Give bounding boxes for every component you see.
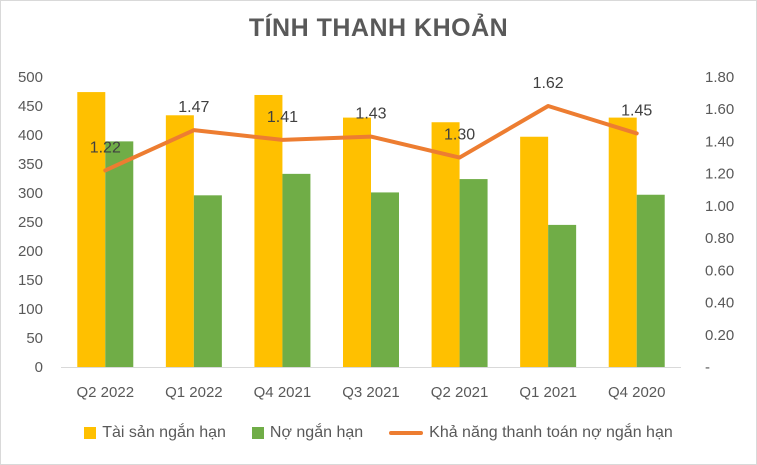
bar-liabilities <box>371 192 399 367</box>
legend-swatch-ratio <box>389 431 424 435</box>
y-left-tick-label: 350 <box>18 156 43 173</box>
y-right-tick-label: 1.20 <box>705 166 734 183</box>
bar-liabilities <box>193 195 222 367</box>
legend: Tài sản ngắn hạn Nợ ngắn hạn Khả năng th… <box>0 424 757 442</box>
x-tick-label: Q2 2022 <box>77 384 135 401</box>
legend-swatch-assets <box>84 427 97 439</box>
data-label-ratio: 1.62 <box>533 75 564 92</box>
y-left-tick-label: 250 <box>18 214 43 231</box>
y-left-tick-label: 500 <box>18 69 43 86</box>
legend-item-assets: Tài sản ngắn hạn <box>84 424 226 442</box>
x-tick-label: Q1 2022 <box>165 384 223 401</box>
legend-item-liabilities: Nợ ngắn hạn <box>251 424 364 442</box>
legend-swatch-liabilities <box>251 427 264 439</box>
y-left-tick-label: 450 <box>18 98 43 115</box>
bar-assets <box>520 136 549 367</box>
y-left-tick-label: 150 <box>18 272 43 289</box>
legend-label-liabilities: Nợ ngắn hạn <box>269 424 364 441</box>
series-line-ratio <box>103 104 639 173</box>
y-right-tick-label: 0.60 <box>705 262 734 279</box>
x-tick-label: Q3 2021 <box>342 384 400 401</box>
data-label-ratio: 1.43 <box>355 106 386 123</box>
y-left-tick-label: 0 <box>35 359 43 376</box>
bar-liabilities <box>459 179 488 367</box>
x-tick-label: Q4 2020 <box>608 384 666 401</box>
y-right-tick-label: 0.40 <box>705 295 734 312</box>
y-right-tick-label: - <box>705 359 710 376</box>
x-tick-label: Q1 2021 <box>519 384 577 401</box>
y-left-tick-label: 50 <box>26 330 43 347</box>
legend-label-assets: Tài sản ngắn hạn <box>102 424 226 441</box>
data-label-ratio: 1.30 <box>444 127 475 144</box>
y-left-tick-label: 200 <box>18 243 43 260</box>
y-right-tick-label: 1.60 <box>705 101 734 118</box>
legend-label-ratio: Khả năng thanh toán nợ ngắn hạn <box>429 424 673 441</box>
bar-liabilities <box>636 194 665 367</box>
y-right-tick-label: 1.00 <box>705 198 734 215</box>
bar-liabilities <box>282 173 311 367</box>
data-label-ratio: 1.45 <box>621 102 652 119</box>
chart-title: TÍNH THANH KHOẢN <box>248 14 509 42</box>
data-label-ratio: 1.22 <box>90 139 121 156</box>
y-right-tick-label: 1.80 <box>705 69 734 86</box>
bar-assets <box>165 115 194 367</box>
bar-assets <box>431 122 460 368</box>
y-left-tick-label: 100 <box>18 301 43 318</box>
y-right-tick-label: 0.20 <box>705 327 734 344</box>
data-label-ratio: 1.41 <box>267 109 298 126</box>
y-right-tick-label: 0.80 <box>705 230 734 247</box>
x-tick-label: Q4 2021 <box>254 384 312 401</box>
bar-assets <box>77 92 106 367</box>
legend-item-ratio: Khả năng thanh toán nợ ngắn hạn <box>389 424 673 442</box>
y-left-tick-label: 300 <box>18 185 43 202</box>
bar-assets <box>608 117 637 367</box>
data-label-ratio: 1.47 <box>178 99 209 116</box>
bar-assets <box>343 117 371 367</box>
bar-liabilities <box>548 224 577 367</box>
bar-liabilities <box>105 141 134 367</box>
x-tick-label: Q2 2021 <box>431 384 489 401</box>
y-right-tick-label: 1.40 <box>705 133 734 150</box>
y-left-tick-label: 400 <box>18 127 43 144</box>
